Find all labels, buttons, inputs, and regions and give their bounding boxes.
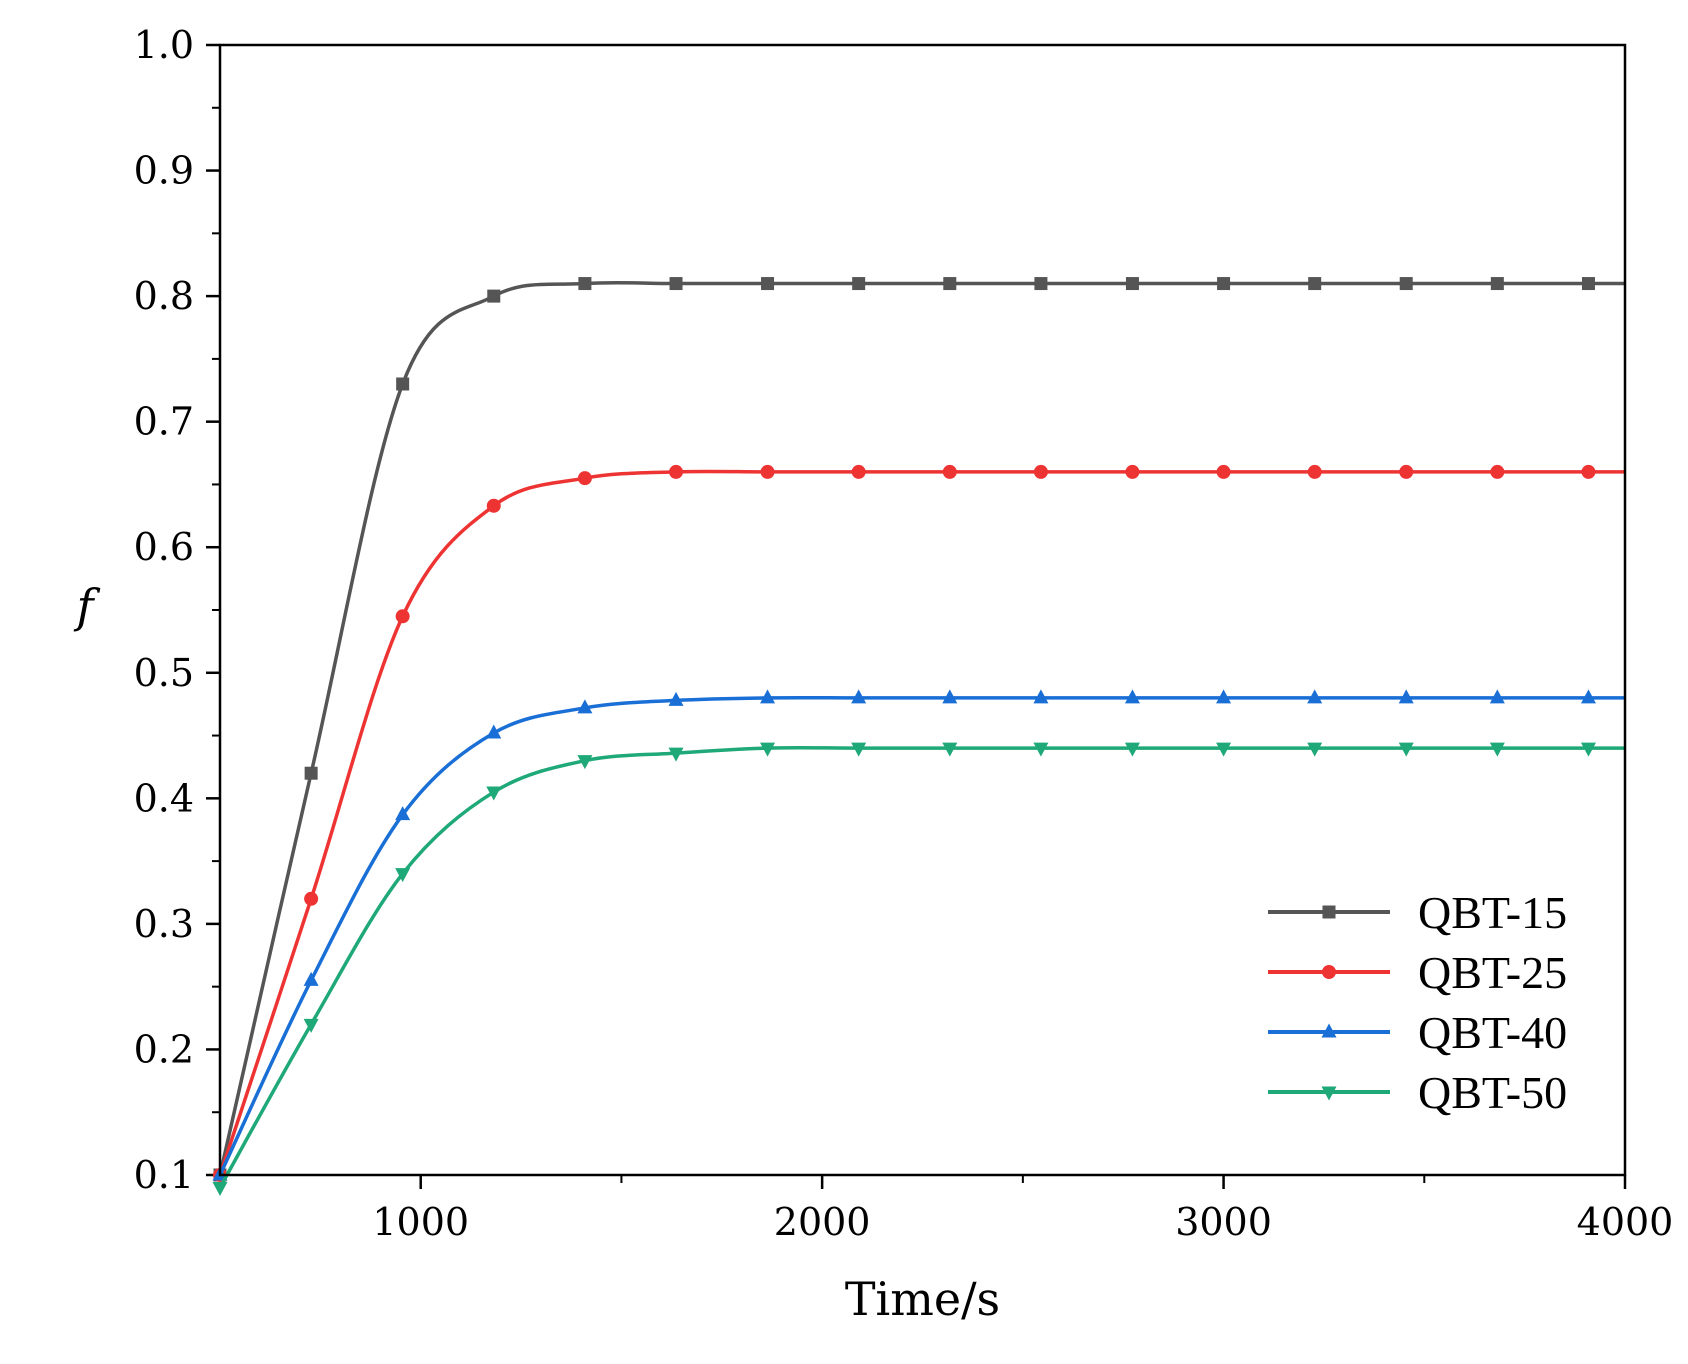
data-point-QBT-40	[1398, 689, 1414, 704]
data-point-QBT-15	[1125, 277, 1139, 291]
data-point-QBT-25	[760, 464, 775, 479]
y-tick-label: 0.9	[134, 149, 194, 193]
tick-labels: 1000 2000 3000 4000 0.1 0.2 0.3 0.4 0.5 0.6 0.7 0.8…	[134, 23, 1674, 1244]
legend-label: QBT-40	[1418, 1007, 1567, 1058]
legend-label: QBT-15	[1418, 887, 1567, 938]
data-point-QBT-15	[943, 277, 957, 291]
data-point-QBT-25	[1581, 464, 1596, 479]
data-point-QBT-25	[1216, 464, 1231, 479]
x-tick-label: 3000	[1175, 1200, 1272, 1244]
series-line-QBT-25	[218, 469, 1625, 1176]
data-point-QBT-50	[395, 868, 411, 883]
data-point-QBT-50	[1033, 742, 1049, 757]
legend-marker-QBT-40	[1321, 1023, 1337, 1038]
y-tick-label: 1.0	[134, 23, 194, 67]
data-point-QBT-40	[486, 724, 502, 739]
data-point-QBT-50	[212, 1182, 228, 1197]
series-line-QBT-40	[218, 695, 1625, 1176]
data-point-QBT-25	[1307, 464, 1322, 479]
data-point-QBT-50	[942, 742, 958, 757]
data-point-QBT-15	[852, 277, 866, 291]
data-point-QBT-25	[486, 498, 501, 513]
y-tick-label: 0.1	[134, 1153, 194, 1197]
data-point-QBT-25	[1399, 464, 1414, 479]
data-point-QBT-50	[1216, 742, 1232, 757]
data-point-QBT-25	[851, 464, 866, 479]
y-tick-label: 0.2	[134, 1027, 194, 1071]
data-point-QBT-15	[396, 377, 410, 391]
x-tick-label: 4000	[1577, 1200, 1674, 1244]
legend-label: QBT-50	[1418, 1067, 1567, 1118]
legend: QBT-15 QBT-25 QBT-40 QBT-50	[1268, 887, 1567, 1118]
data-point-QBT-50	[1124, 742, 1140, 757]
y-tick-label: 0.6	[134, 525, 194, 569]
y-tick-label: 0.5	[134, 651, 194, 695]
legend-marker-QBT-15	[1322, 905, 1336, 919]
data-point-QBT-40	[1580, 689, 1596, 704]
data-point-QBT-50	[1307, 742, 1323, 757]
data-point-QBT-40	[760, 689, 776, 704]
data-point-QBT-15	[1034, 277, 1048, 291]
series-lines	[212, 277, 1625, 1197]
axis-ticks	[206, 43, 1627, 1189]
data-point-QBT-40	[1489, 689, 1505, 704]
data-point-QBT-15	[1308, 277, 1322, 291]
data-point-QBT-25	[942, 464, 957, 479]
data-point-QBT-40	[577, 699, 593, 714]
data-point-QBT-40	[668, 691, 684, 706]
x-tick-label: 1000	[372, 1200, 469, 1244]
x-tick-label: 2000	[774, 1200, 871, 1244]
data-point-QBT-50	[1489, 742, 1505, 757]
data-point-QBT-40	[942, 689, 958, 704]
data-point-QBT-25	[1490, 464, 1505, 479]
data-point-QBT-15	[761, 277, 775, 291]
y-axis-title: f	[73, 579, 100, 633]
legend-label: QBT-25	[1418, 947, 1567, 998]
data-point-QBT-15	[578, 277, 592, 291]
data-point-QBT-40	[1307, 689, 1323, 704]
legend-marker-QBT-50	[1321, 1086, 1337, 1101]
data-point-QBT-50	[668, 747, 684, 762]
data-point-QBT-25	[577, 471, 592, 486]
plot-frame	[218, 43, 1627, 1177]
data-point-QBT-15	[669, 277, 683, 291]
series-line-QBT-50	[218, 745, 1625, 1189]
x-axis-title: Time/s	[845, 1272, 1000, 1326]
data-point-QBT-40	[1124, 689, 1140, 704]
data-point-QBT-15	[1217, 277, 1231, 291]
data-point-QBT-15	[1399, 277, 1413, 291]
data-point-QBT-15	[1490, 277, 1504, 291]
series-line-QBT-15	[218, 280, 1625, 1176]
data-point-QBT-40	[1033, 689, 1049, 704]
data-point-QBT-25	[1033, 464, 1048, 479]
y-tick-label: 0.8	[134, 274, 194, 318]
y-tick-label: 0.7	[134, 400, 194, 444]
data-point-QBT-50	[1580, 742, 1596, 757]
data-point-QBT-40	[395, 806, 411, 821]
data-point-QBT-40	[1216, 689, 1232, 704]
data-point-QBT-40	[303, 971, 319, 986]
data-point-QBT-50	[1398, 742, 1414, 757]
data-point-QBT-15	[487, 289, 501, 303]
data-point-QBT-25	[395, 609, 410, 624]
legend-marker-QBT-25	[1322, 965, 1336, 979]
data-point-QBT-50	[486, 786, 502, 801]
y-tick-label: 0.4	[134, 776, 194, 820]
data-point-QBT-50	[303, 1018, 319, 1033]
data-point-QBT-50	[851, 742, 867, 757]
data-point-QBT-50	[577, 755, 593, 770]
data-point-QBT-25	[304, 891, 319, 906]
data-point-QBT-50	[760, 742, 776, 757]
data-point-QBT-40	[851, 689, 867, 704]
data-point-QBT-25	[1125, 464, 1140, 479]
data-point-QBT-15	[1581, 277, 1595, 291]
data-point-QBT-25	[669, 464, 684, 479]
y-tick-label: 0.3	[134, 902, 194, 946]
data-point-QBT-15	[304, 766, 318, 780]
